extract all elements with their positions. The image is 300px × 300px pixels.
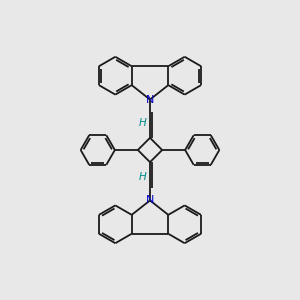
Text: N: N [146, 195, 154, 206]
Text: N: N [146, 94, 154, 105]
Text: H: H [139, 118, 146, 128]
Text: H: H [139, 172, 146, 182]
